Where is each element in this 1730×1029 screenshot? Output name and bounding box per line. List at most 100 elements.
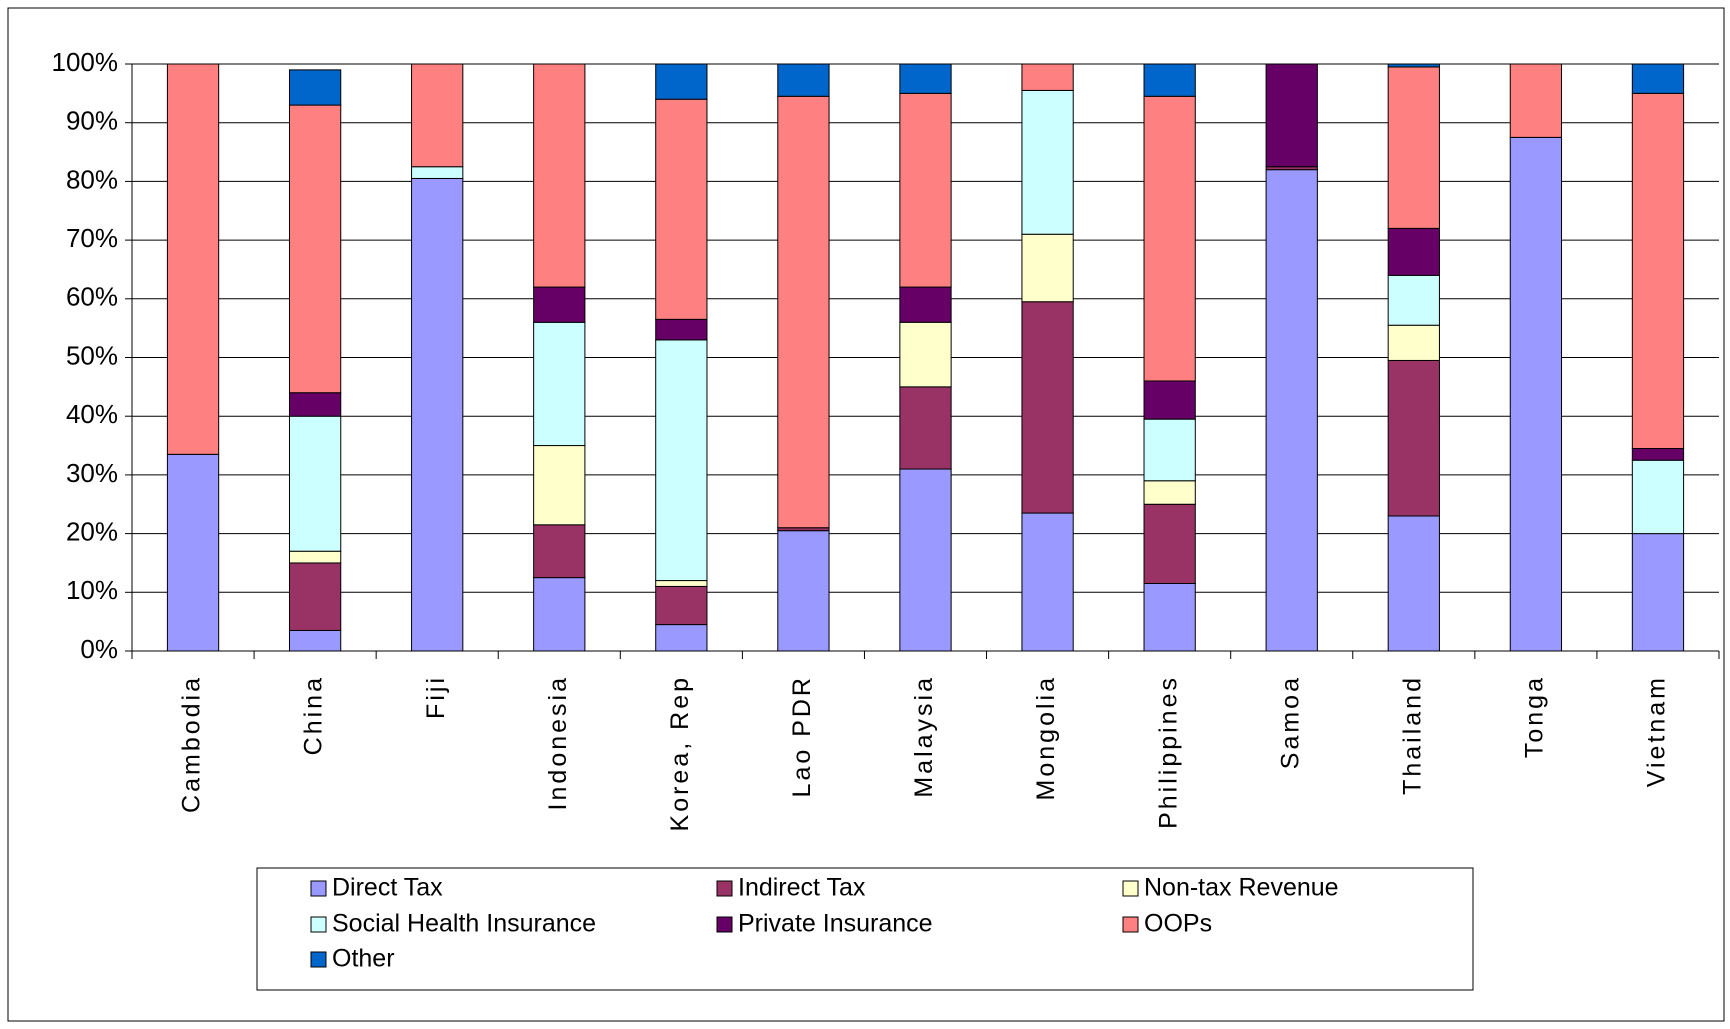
bar-segment xyxy=(166,63,220,455)
bar-segment xyxy=(1021,89,1074,235)
bar-segment xyxy=(533,577,586,652)
bar-segment xyxy=(655,98,708,320)
legend-swatch xyxy=(1122,916,1139,933)
y-tick-label: 0% xyxy=(80,634,118,664)
bar-segment xyxy=(1143,480,1196,505)
x-tick-label: Korea, Rep xyxy=(666,675,694,831)
bar-segment xyxy=(1387,227,1440,276)
x-tick-label: Indonesia xyxy=(544,675,572,810)
bar-segment xyxy=(166,453,220,652)
x-tick-label: Mongolia xyxy=(1032,675,1060,800)
y-tick-label: 100% xyxy=(52,47,119,77)
bar-segment xyxy=(1143,418,1196,482)
x-tick-label: China xyxy=(300,675,328,755)
bar-segment xyxy=(899,468,952,652)
bar-segment xyxy=(1387,274,1440,326)
legend-swatch xyxy=(1122,880,1139,897)
legend-label: Non-tax Revenue xyxy=(1144,874,1339,902)
legend-box xyxy=(256,867,1474,991)
bar-segment xyxy=(899,321,952,388)
y-tick-label: 40% xyxy=(66,399,118,429)
x-tick-label: Vietnam xyxy=(1643,675,1671,787)
bar-segment xyxy=(1509,136,1563,652)
bar-segment xyxy=(1143,503,1196,584)
bar-segment xyxy=(288,629,342,652)
bar-segment xyxy=(1631,92,1685,449)
bar-segment xyxy=(899,386,952,470)
bar-segment xyxy=(533,286,586,323)
bar-segment xyxy=(1021,63,1074,91)
legend-label: Other xyxy=(332,945,395,973)
y-tick-label: 90% xyxy=(66,106,118,136)
bar-segment xyxy=(777,95,830,529)
bar-segment xyxy=(1387,66,1440,229)
bar-segment xyxy=(411,63,464,168)
bar-segment xyxy=(1265,169,1318,652)
legend-swatch xyxy=(310,880,327,897)
bar-segment xyxy=(777,63,830,97)
bar-segment xyxy=(533,445,586,526)
bar-segment xyxy=(288,415,342,552)
bar-segment xyxy=(1021,233,1074,303)
bar-segment xyxy=(533,321,586,447)
y-tick-label: 70% xyxy=(66,223,118,253)
bar-segment xyxy=(1387,515,1440,652)
bar-segment xyxy=(1143,63,1196,97)
bar-segment xyxy=(288,69,342,106)
legend-label: Social Health Insurance xyxy=(332,910,596,938)
bar-segment xyxy=(1265,63,1318,168)
x-tick-label: Tonga xyxy=(1520,675,1548,758)
legend-label: Direct Tax xyxy=(332,874,443,902)
bar-segment xyxy=(1631,63,1685,94)
x-tick-label: Thailand xyxy=(1398,675,1426,795)
x-tick-label: Malaysia xyxy=(910,675,938,798)
bar-segment xyxy=(288,104,342,394)
legend-label: Indirect Tax xyxy=(738,874,866,902)
bar-segment xyxy=(1021,301,1074,514)
y-tick-label: 60% xyxy=(66,282,118,312)
bar-segment xyxy=(1387,63,1440,68)
bar-segment xyxy=(1143,95,1196,382)
bar-segment xyxy=(1387,324,1440,361)
legend-swatch xyxy=(716,916,733,933)
bar-segment xyxy=(1631,459,1685,535)
bar-segment xyxy=(288,562,342,631)
legend-swatch xyxy=(310,951,327,968)
y-tick-label: 80% xyxy=(66,164,118,194)
bar-segment xyxy=(899,286,952,323)
bar-segment xyxy=(655,63,708,100)
x-tick-label: Samoa xyxy=(1276,675,1304,769)
legend-swatch xyxy=(310,916,327,933)
bar-segment xyxy=(411,166,464,179)
bar-segment xyxy=(533,63,586,288)
y-tick-label: 30% xyxy=(66,458,118,488)
bar-segment xyxy=(288,550,342,564)
bar-segment xyxy=(1021,512,1074,652)
x-tick-label: Lao PDR xyxy=(788,675,816,797)
y-tick-label: 10% xyxy=(66,575,118,605)
legend-swatch xyxy=(716,880,733,897)
bar-segment xyxy=(1631,533,1685,652)
x-tick-label: Cambodia xyxy=(178,675,206,813)
bar-segment xyxy=(1631,447,1685,461)
legend-label: OOPs xyxy=(1144,910,1212,938)
legend-label: Private Insurance xyxy=(738,910,933,938)
bar-segment xyxy=(655,339,708,582)
bar-segment xyxy=(899,92,952,288)
x-tick-label: Philippines xyxy=(1154,675,1182,829)
bar-segment xyxy=(1143,582,1196,652)
bar-segment xyxy=(288,392,342,417)
bar-segment xyxy=(1387,359,1440,517)
bar-segment xyxy=(655,624,708,652)
bar-segment xyxy=(777,530,830,652)
bar-segment xyxy=(655,585,708,626)
bar-segment xyxy=(411,177,464,652)
y-tick-label: 20% xyxy=(66,516,118,546)
x-tick-label: Fiji xyxy=(422,675,450,719)
bar-segment xyxy=(1143,380,1196,420)
bar-segment xyxy=(655,318,708,341)
bar-segment xyxy=(1509,63,1563,138)
bar-segment xyxy=(533,524,586,579)
y-tick-label: 50% xyxy=(66,340,118,370)
